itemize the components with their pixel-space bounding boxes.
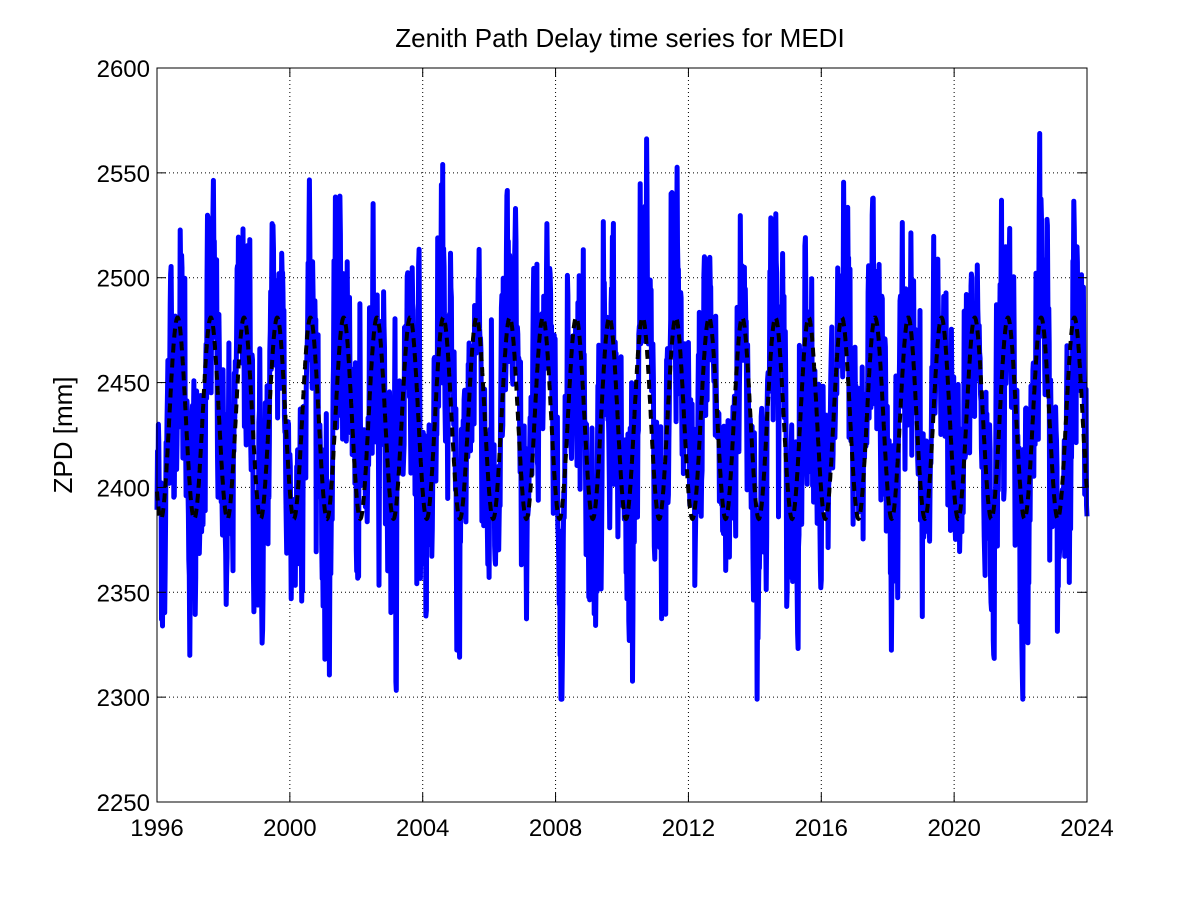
chart-title: Zenith Path Delay time series for MEDI [395, 23, 844, 53]
x-tick-label: 2004 [396, 815, 449, 842]
x-tick-label: 1996 [130, 815, 183, 842]
ticks: 1996 2000 2004 2008 2012 2016 2020 2024 2250 2300… [97, 56, 1114, 842]
x-tick-label: 2000 [263, 815, 316, 842]
y-tick-label: 2350 [97, 580, 150, 607]
y-tick-label: 2250 [97, 790, 150, 817]
zpd-seasonal-model-series [155, 315, 1089, 522]
x-tick-label: 2020 [927, 815, 980, 842]
y-tick-label: 2600 [97, 56, 150, 83]
y-tick-label: 2300 [97, 685, 150, 712]
y-tick-label: 2500 [97, 266, 150, 293]
y-axis-label: ZPD [mm] [48, 377, 78, 494]
y-tick-label: 2400 [97, 475, 150, 502]
zpd-observed-series [154, 131, 1090, 702]
y-tick-label: 2550 [97, 161, 150, 188]
x-tick-label: 2024 [1060, 815, 1113, 842]
y-tick-label: 2450 [97, 371, 150, 398]
x-tick-label: 2008 [529, 815, 582, 842]
x-tick-label: 2016 [795, 815, 848, 842]
x-tick-label: 2012 [662, 815, 715, 842]
plot-frame [156, 67, 1088, 803]
series-layer [154, 131, 1090, 702]
